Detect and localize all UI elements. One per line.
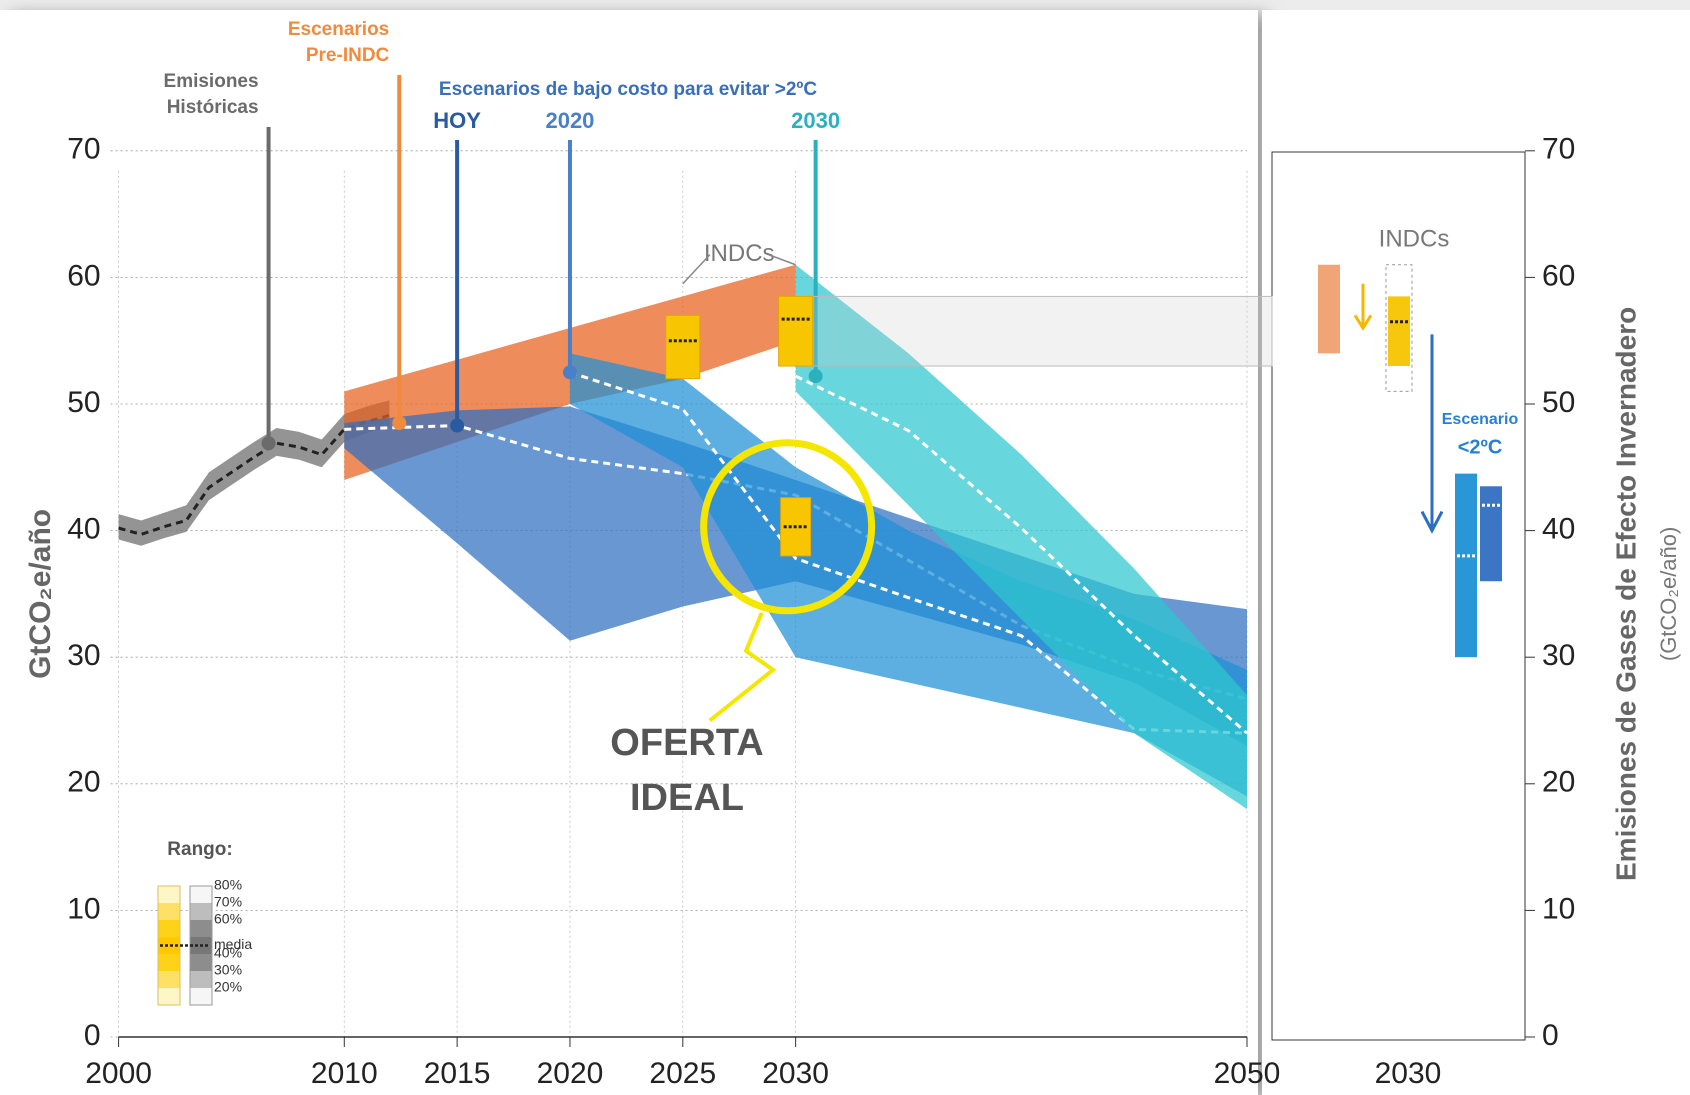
right-bar: [1318, 264, 1340, 354]
ideal-label: IDEAL: [630, 777, 744, 819]
legend-swatch: [158, 954, 180, 971]
marker-dot: [392, 415, 407, 430]
x-tick-label: 2025: [649, 1057, 716, 1090]
series-label: Emisiones Históricas: [164, 71, 259, 118]
indc-leader: [682, 253, 796, 285]
y-tick-label: 60: [67, 259, 100, 292]
right-indc-label: INDCs: [1379, 225, 1450, 252]
legend-label: 40%: [214, 945, 242, 961]
legend-swatch: [190, 886, 212, 903]
y-tick-label: 10: [67, 892, 100, 925]
legend-swatch: [190, 920, 212, 937]
y2-tick-label: 60: [1542, 259, 1575, 292]
legend-label: 20%: [214, 979, 242, 995]
legend-label: 60%: [214, 911, 242, 927]
legend-swatch: [158, 988, 180, 1005]
legend-title: Rango:: [167, 839, 232, 860]
legend-swatch: [158, 886, 180, 903]
x-tick-label: 2010: [311, 1057, 378, 1090]
right-scenario-label: Escenario: [1442, 411, 1519, 428]
legend-swatch: [190, 988, 212, 1005]
y2-axis-title: Emisiones de Gases de Efecto Invernadero: [1610, 307, 1641, 881]
scenario-title: Escenarios de bajo costo para evitar >2º…: [439, 79, 817, 100]
connector: [795, 295, 1273, 367]
marker-dot: [808, 369, 823, 384]
ideal-squiggle: [708, 612, 777, 723]
series-label: 2030: [791, 108, 840, 133]
y-tick-label: 40: [67, 513, 100, 546]
y-axis-title: GtCO₂e/año: [24, 509, 57, 679]
y-tick-label: 0: [84, 1019, 101, 1052]
legend-swatch: [158, 937, 180, 954]
legend-swatch: [158, 920, 180, 937]
range-band: [118, 400, 390, 546]
legend-swatch: [190, 971, 212, 988]
marker-dot: [261, 436, 276, 451]
x-tick-label: 2000: [85, 1057, 152, 1090]
right-bar: [1388, 296, 1410, 367]
legend-label: 70%: [214, 894, 242, 910]
y2-tick-label: 10: [1542, 892, 1575, 925]
y-tick-label: 50: [67, 386, 100, 419]
legend-swatch: [190, 954, 212, 971]
x-tick-label: 2030: [762, 1057, 829, 1090]
legend-label: 30%: [214, 962, 242, 978]
orange-arrow: [1353, 283, 1373, 331]
right-bar: [1480, 486, 1502, 582]
series-label: 2020: [545, 108, 594, 133]
y-tick-label: 70: [67, 133, 100, 166]
marker-dot: [562, 365, 577, 380]
blue-arrow: [1420, 334, 1444, 534]
ideal-label: OFERTA: [610, 722, 763, 764]
y2-axis-unit: (GtCO₂e/año): [1656, 527, 1681, 661]
ideal-circle: [700, 439, 876, 615]
x-tick-label: 2020: [537, 1057, 604, 1090]
range-band: [795, 264, 1247, 810]
y-tick-label: 20: [67, 766, 100, 799]
y2-tick-label: 40: [1542, 513, 1575, 546]
median-line: [794, 374, 1248, 735]
legend-label: 80%: [214, 877, 242, 893]
right-bar: [1455, 473, 1477, 658]
y2-tick-label: 30: [1542, 639, 1575, 672]
y2-tick-label: 50: [1542, 386, 1575, 419]
marker-dot: [450, 418, 465, 433]
indc-box: [665, 314, 701, 380]
y2-tick-label: 0: [1542, 1019, 1559, 1052]
indc-dash: [1385, 264, 1413, 392]
x-tick-label: 2015: [424, 1057, 491, 1090]
legend-swatch: [158, 903, 180, 920]
series-label: HOY: [433, 108, 481, 133]
series-label: Escenarios Pre-INDC: [288, 19, 390, 66]
right-scenario-label: <2ºC: [1458, 436, 1503, 458]
median-line: [569, 370, 1248, 735]
legend-label: media: [214, 936, 252, 952]
legend-swatch: [158, 971, 180, 988]
indc-box: [778, 295, 814, 367]
x-tick-label: 2050: [1214, 1057, 1281, 1090]
indc-label: INDCs: [704, 240, 775, 267]
legend-swatch: [190, 903, 212, 920]
range-band: [569, 353, 1247, 797]
y-tick-label: 30: [67, 639, 100, 672]
right-x-label: 2030: [1375, 1057, 1442, 1090]
right-panel-frame: [1271, 151, 1526, 1041]
y2-tick-label: 70: [1542, 133, 1575, 166]
y2-tick-label: 20: [1542, 766, 1575, 799]
